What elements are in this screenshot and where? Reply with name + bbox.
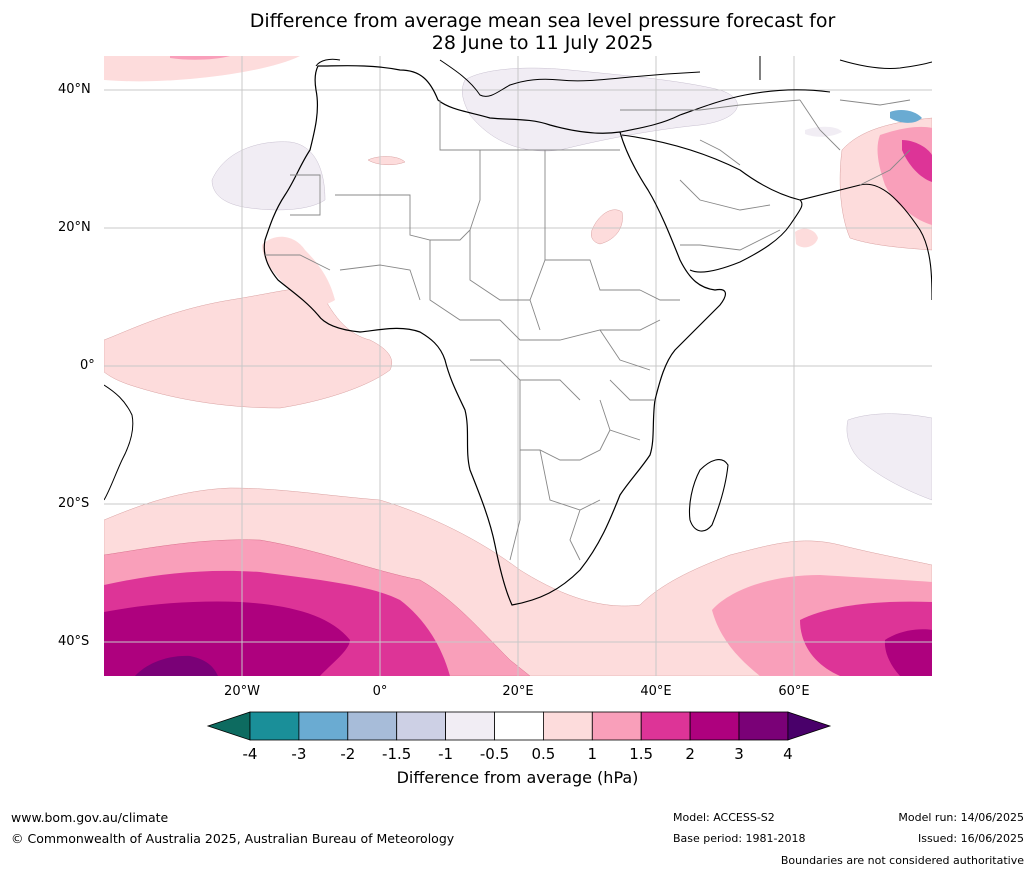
title-line-1: Difference from average mean sea level p… [249, 10, 836, 32]
footer-model-run: Model run: 14/06/2025 [898, 811, 1024, 824]
lat-label-40n: 40°N [58, 82, 91, 97]
footer-website[interactable]: www.bom.gov.au/climate [11, 810, 169, 825]
colorbar-extend-low [206, 711, 251, 741]
title-line-2: 28 June to 11 July 2025 [431, 32, 654, 54]
lon-label-20w: 20°W [224, 684, 260, 699]
anomaly-band-2-southeast [884, 629, 932, 676]
anomaly-neg-indian-ocean [846, 413, 932, 501]
anomaly-neg-tibet [890, 110, 922, 123]
colorbar-tick-label: 2 [685, 745, 695, 763]
lat-label-20s: 20°S [58, 496, 90, 511]
colorbar-tick-label: -3 [291, 745, 307, 763]
colorbar-swatch [249, 711, 300, 741]
lat-label-20n: 20°N [58, 220, 91, 235]
anomaly-neg-mediterranean [462, 67, 738, 152]
anomaly-band-3-southwest [135, 655, 218, 676]
footer-copyright: © Commonwealth of Australia 2025, Austra… [11, 831, 455, 846]
lon-label-20e: 20°E [502, 684, 534, 699]
colorbar-swatch [640, 711, 691, 741]
arabia-coastline [619, 89, 932, 301]
map-title: Difference from average mean sea level p… [0, 10, 1035, 54]
africa-coastline [263, 65, 727, 606]
anomaly-neg-north-atlantic [211, 141, 326, 211]
colorbar-swatch [396, 711, 447, 741]
anomaly-band-05-atlantic [104, 288, 393, 409]
colorbar-tick-label: -0.5 [479, 745, 510, 763]
colorbar-tick-label: -1.5 [382, 745, 412, 763]
anomaly-patch-sahara [367, 156, 406, 165]
colorbar-swatch [738, 711, 789, 741]
footer-model: Model: ACCESS-S2 [673, 811, 775, 824]
anomaly-pos-top-atlantic [104, 56, 300, 82]
colorbar-swatch [494, 711, 544, 741]
colorbar-tick-label: 4 [783, 745, 793, 763]
lat-label-0: 0° [80, 358, 95, 373]
colorbar-tick-label: -2 [340, 745, 356, 763]
anomaly-patch-caspian [805, 126, 842, 137]
south-america-coastline [104, 384, 134, 501]
colorbar-tick-label: 1.5 [629, 745, 654, 763]
colorbar-tick-label: 3 [734, 745, 744, 763]
footer-issued: Issued: 16/06/2025 [917, 832, 1024, 845]
colorbar-swatch [445, 711, 495, 741]
colorbar-tick-label: -1 [438, 745, 454, 763]
lon-label-60e: 60°E [778, 684, 810, 699]
lon-label-0: 0° [372, 684, 388, 699]
colorbar-tick-label: 0.5 [531, 745, 556, 763]
colorbar-swatch [347, 711, 398, 741]
anomaly-band-2-southwest [104, 601, 350, 676]
anomaly-patch-w-africa [262, 236, 335, 306]
footer-disclaimer: Boundaries are not considered authoritat… [780, 854, 1024, 867]
lon-label-40e: 40°E [640, 684, 672, 699]
colorbar-tick-label: 1 [587, 745, 598, 763]
anomaly-patch-arabian-sea [795, 228, 818, 248]
footer-base-period: Base period: 1981-2018 [673, 832, 806, 845]
colorbar-swatch [298, 711, 349, 741]
colorbar-swatch [543, 711, 593, 741]
lat-label-40s: 40°S [58, 634, 90, 649]
anomaly-pos-top-atlantic-inner [170, 56, 230, 60]
anomaly-patch-red-sea [591, 209, 623, 245]
colorbar-swatch [689, 711, 740, 741]
colorbar-label: Difference from average (hPa) [396, 768, 639, 787]
madagascar-coastline [688, 459, 729, 532]
colorbar-tick-label: -4 [242, 745, 258, 763]
map-frame [104, 56, 932, 676]
colorbar [206, 711, 832, 741]
colorbar-extend-high [787, 711, 832, 741]
europe-coastline [315, 56, 932, 97]
country-borders [265, 99, 911, 561]
colorbar-swatch [591, 711, 642, 741]
